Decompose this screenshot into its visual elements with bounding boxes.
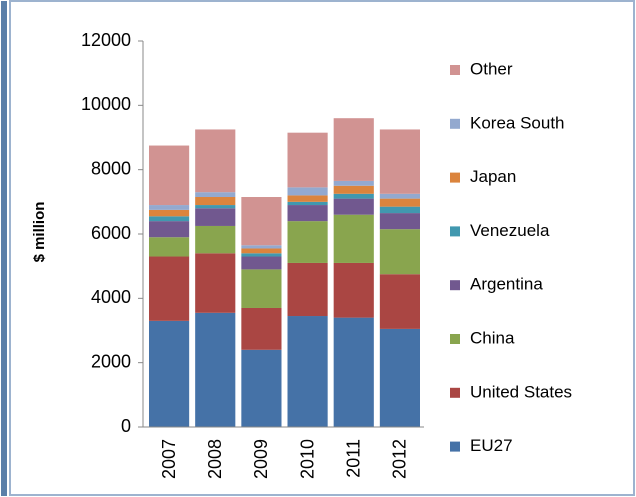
- bar-segment: [241, 349, 282, 427]
- bar-segment: [149, 221, 190, 238]
- bar-segment: [149, 209, 190, 217]
- bar-segment: [149, 237, 190, 257]
- y-tick-label: 2000: [91, 351, 131, 371]
- bar-segment: [241, 307, 282, 350]
- legend-label: Venezuela: [470, 221, 550, 240]
- x-tick-label: 2012: [390, 439, 410, 479]
- legend-swatch: [450, 334, 460, 344]
- x-tick-label: 2008: [205, 439, 225, 479]
- y-axis-label: $ million: [31, 202, 48, 263]
- bar-segment: [333, 118, 374, 181]
- x-tick-label: 2009: [251, 439, 271, 479]
- bar-segment: [287, 201, 328, 206]
- y-tick-label: 10000: [81, 94, 131, 114]
- legend-swatch: [450, 280, 460, 291]
- y-tick-label: 12000: [81, 30, 131, 50]
- bar-segment: [195, 192, 236, 198]
- bar-segment: [333, 262, 374, 318]
- x-tick-label: 2010: [297, 439, 317, 479]
- bar-segment: [241, 197, 282, 246]
- legend-swatch: [450, 118, 460, 129]
- bar-segment: [241, 269, 282, 308]
- bar-segment: [149, 145, 190, 206]
- legend-label: Japan: [470, 167, 516, 186]
- bar-segment: [195, 253, 236, 313]
- bar-segment: [379, 213, 420, 230]
- bar-segment: [149, 320, 190, 427]
- frame-edge: [1, 1, 7, 496]
- bar-segment: [379, 328, 420, 427]
- bar-segment: [287, 195, 328, 202]
- bar-segment: [287, 221, 328, 263]
- y-tick-label: 4000: [91, 287, 131, 307]
- legend-label: Argentina: [470, 275, 543, 294]
- bar-segment: [333, 198, 374, 215]
- bar-segment: [149, 216, 190, 222]
- frame: [9, 0, 635, 496]
- bar-segment: [195, 312, 236, 427]
- bar-segment: [379, 206, 420, 214]
- bar-segment: [379, 198, 420, 207]
- bar-segment: [333, 214, 374, 263]
- legend-label: China: [470, 328, 515, 347]
- bar-segment: [287, 205, 328, 222]
- bar-segment: [287, 187, 328, 196]
- bar-segment: [149, 256, 190, 321]
- legend-swatch: [450, 65, 460, 75]
- bar-segment: [195, 205, 236, 209]
- bar-segment: [287, 132, 328, 188]
- bar-segment: [379, 193, 420, 199]
- bar-segment: [379, 229, 420, 275]
- y-tick-label: 0: [121, 416, 131, 436]
- bar-segment: [149, 205, 190, 210]
- bar-segment: [379, 129, 420, 194]
- y-tick-label: 6000: [91, 223, 131, 243]
- legend-swatch: [450, 226, 460, 237]
- bar-segment: [333, 185, 374, 194]
- legend-label: Korea South: [470, 113, 565, 132]
- bar-segment: [195, 225, 236, 254]
- bar-segment: [379, 274, 420, 329]
- bar-segment: [241, 245, 282, 249]
- bar-segment: [333, 180, 374, 186]
- legend-label: EU27: [470, 436, 513, 455]
- bar-segment: [241, 248, 282, 254]
- bar-segment: [333, 317, 374, 427]
- bar-segment: [333, 193, 374, 199]
- legend-swatch: [450, 441, 460, 452]
- bar-segment: [287, 316, 328, 427]
- legend-label: United States: [470, 382, 572, 401]
- bar-segment: [195, 208, 236, 226]
- legend-swatch: [450, 172, 460, 183]
- y-tick-label: 8000: [91, 158, 131, 178]
- bar-segment: [195, 197, 236, 206]
- bar-segment: [241, 256, 282, 270]
- legend-label: Other: [470, 59, 513, 78]
- x-tick-label: 2011: [344, 439, 364, 478]
- bar-segment: [287, 262, 328, 317]
- x-tick-label: 2007: [159, 439, 179, 479]
- bar-segment: [241, 253, 282, 257]
- legend-swatch: [450, 387, 460, 398]
- bar-segment: [195, 129, 236, 193]
